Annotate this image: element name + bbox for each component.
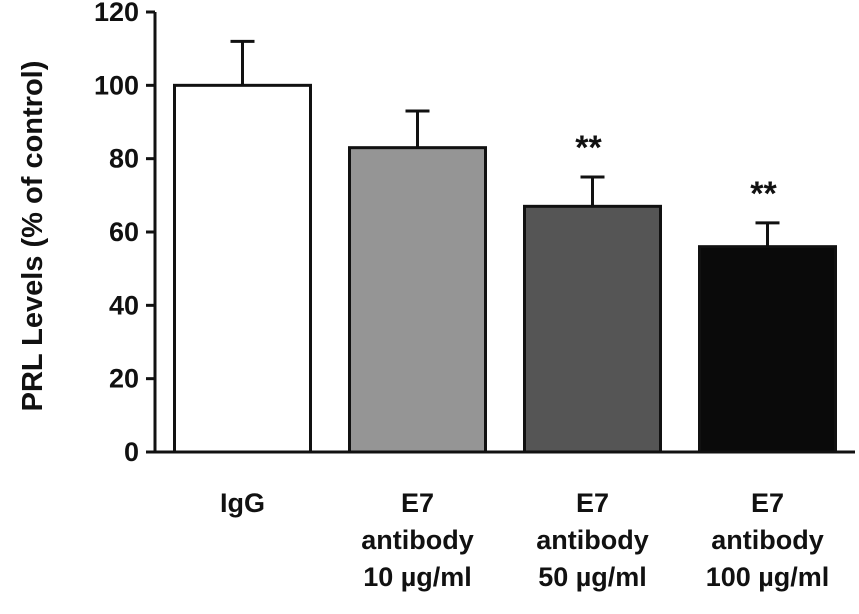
y-axis-label: PRL Levels (% of control): [17, 61, 49, 412]
x-category-label: 100 µg/ml: [706, 562, 830, 592]
y-tick-label: 0: [124, 437, 139, 467]
x-category-label: E7: [751, 488, 784, 518]
x-category-label: antibody: [361, 525, 474, 555]
significance-marker: **: [750, 175, 777, 213]
x-category-label: E7: [576, 488, 609, 518]
y-tick-label: 40: [109, 290, 139, 320]
significance-marker: **: [575, 129, 602, 167]
y-tick-label: 80: [109, 144, 139, 174]
bar: [173, 83, 312, 454]
x-category-label: IgG: [220, 488, 265, 518]
x-category-label: 50 µg/ml: [538, 562, 647, 592]
y-tick-label: 60: [109, 217, 139, 247]
x-category-label: E7: [401, 488, 434, 518]
bars-group: ** **: [173, 39, 837, 454]
y-tick-label: 20: [109, 364, 139, 394]
x-category-label: antibody: [711, 525, 824, 555]
x-category-label: antibody: [536, 525, 649, 555]
bar: [523, 204, 662, 454]
y-tick-label: 120: [94, 0, 139, 27]
bar: [698, 245, 837, 454]
y-tick-label: 100: [94, 70, 139, 100]
bar: [348, 146, 487, 454]
x-axis-labels: IgG E7 antibody 10 µg/ml E7 antibody 50 µg/ml E…: [220, 488, 829, 592]
x-category-label: 10 µg/ml: [363, 562, 472, 592]
